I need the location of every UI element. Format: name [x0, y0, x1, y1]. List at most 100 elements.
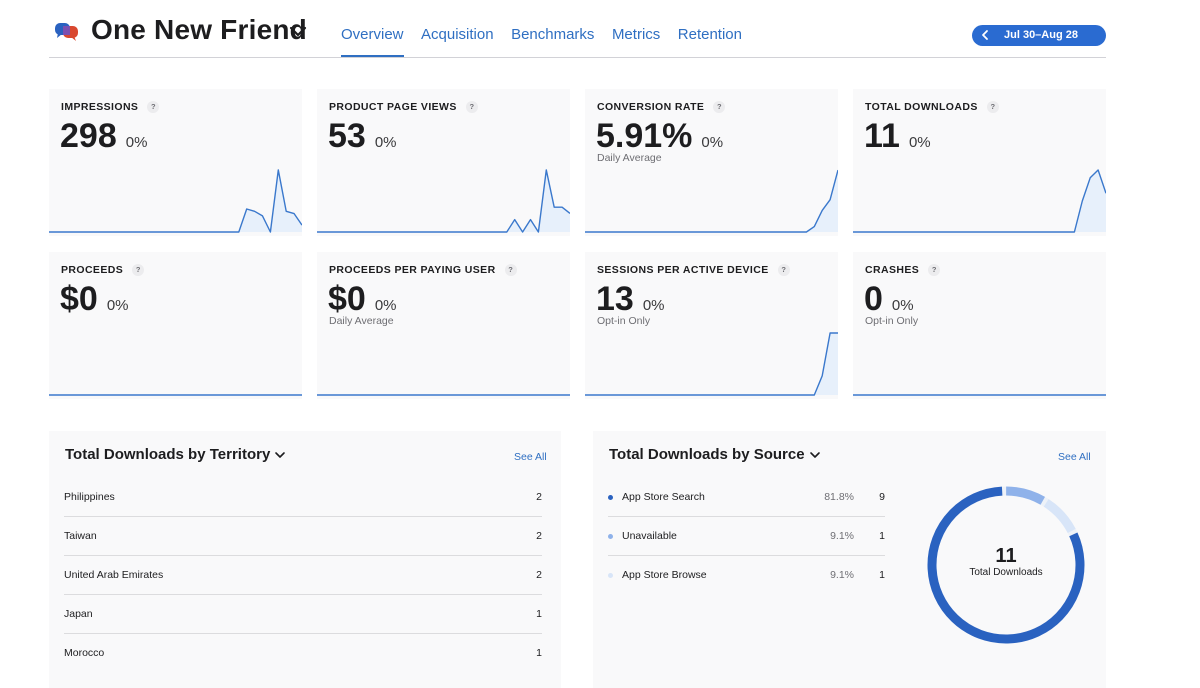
- table-row[interactable]: Philippines 2: [64, 478, 542, 517]
- source-percent: 9.1%: [830, 530, 854, 542]
- trend-chart: [585, 332, 838, 396]
- trend-chart: [49, 169, 302, 233]
- metric-card-sessions-per-active-device[interactable]: SESSIONS PER ACTIVE DEVICE? 13 0% Opt-in …: [585, 252, 838, 399]
- table-row[interactable]: United Arab Emirates 2: [64, 556, 542, 595]
- question-mark-icon[interactable]: ?: [713, 101, 726, 113]
- metric-value: 53: [328, 117, 366, 155]
- source-see-all-link[interactable]: See All: [1058, 451, 1091, 463]
- table-row[interactable]: Taiwan 2: [64, 517, 542, 556]
- trend-area: [585, 170, 838, 232]
- metric-sub: Opt-in Only: [597, 315, 651, 327]
- metric-label: TOTAL DOWNLOADS: [865, 101, 978, 113]
- tab-metrics[interactable]: Metrics: [611, 26, 661, 43]
- tab-acquisition[interactable]: Acquisition: [421, 26, 494, 43]
- legend-dot: [608, 534, 613, 539]
- tab-overview[interactable]: Overview: [341, 26, 404, 57]
- source-name: Unavailable: [622, 530, 677, 542]
- metric-sub: Daily Average: [329, 315, 394, 327]
- source-percent: 9.1%: [830, 569, 854, 581]
- trend-line: [853, 169, 1106, 233]
- trend-chart: [853, 394, 1106, 396]
- legend-dot: [608, 495, 613, 500]
- metric-card-conversion-rate[interactable]: CONVERSION RATE? 5.91% 0% Daily Average: [585, 89, 838, 236]
- metric-card-total-downloads[interactable]: TOTAL DOWNLOADS? 11 0%: [853, 89, 1106, 236]
- legend-dot: [608, 573, 613, 578]
- territory-name: Taiwan: [64, 530, 97, 542]
- metric-value: 13: [596, 280, 634, 318]
- trend-area: [317, 170, 570, 232]
- metric-change: 0%: [701, 134, 724, 151]
- tab-retention[interactable]: Retention: [677, 26, 742, 43]
- metric-change: 0%: [642, 297, 665, 314]
- chevron-down-icon[interactable]: [289, 24, 307, 38]
- table-row[interactable]: Japan 1: [64, 595, 542, 634]
- date-range-label: Jul 30–Aug 28: [1004, 29, 1078, 41]
- metric-change: 0%: [374, 297, 397, 314]
- question-mark-icon[interactable]: ?: [928, 264, 941, 276]
- source-panel: Total Downloads by Source See All App St…: [593, 431, 1106, 688]
- donut-center: 11 Total Downloads: [925, 545, 1087, 579]
- chevron-down-icon[interactable]: [274, 450, 286, 460]
- metric-label: PROCEEDS: [61, 264, 124, 276]
- metric-sub: Opt-in Only: [865, 315, 919, 327]
- metric-value: 0: [864, 280, 883, 318]
- territory-panel-title[interactable]: Total Downloads by Territory: [65, 446, 286, 463]
- metric-label: IMPRESSIONS: [61, 101, 139, 113]
- donut-chart: [927, 486, 1085, 644]
- territory-value: 2: [536, 491, 542, 503]
- question-mark-icon[interactable]: ?: [986, 101, 999, 113]
- table-row[interactable]: Morocco 1: [64, 634, 542, 673]
- source-title-text: Total Downloads by Source: [609, 446, 805, 463]
- list-item[interactable]: Unavailable 9.1% 1: [608, 517, 885, 556]
- chevron-left-icon[interactable]: [981, 29, 989, 41]
- metric-card-proceeds[interactable]: PROCEEDS? $0 0%: [49, 252, 302, 399]
- territory-see-all-link[interactable]: See All: [514, 451, 547, 463]
- tab-bar: Overview Acquisition Benchmarks Metrics …: [341, 26, 760, 58]
- chevron-down-icon[interactable]: [809, 450, 821, 460]
- source-name: App Store Browse: [622, 569, 707, 581]
- trend-line: [317, 169, 570, 233]
- source-panel-title[interactable]: Total Downloads by Source: [609, 446, 821, 463]
- question-mark-icon[interactable]: ?: [777, 264, 790, 276]
- date-range-picker[interactable]: Jul 30–Aug 28: [972, 25, 1106, 46]
- metric-sub: Daily Average: [597, 152, 662, 164]
- metric-label: CRASHES: [865, 264, 920, 276]
- metric-label: PRODUCT PAGE VIEWS: [329, 101, 457, 113]
- header: One New Friend Overview Acquisition Benc…: [49, 0, 1106, 58]
- metric-change: 0%: [374, 134, 397, 151]
- question-mark-icon[interactable]: ?: [465, 101, 478, 113]
- trend-chart: [317, 169, 570, 233]
- source-value: 1: [879, 569, 885, 581]
- tab-benchmarks[interactable]: Benchmarks: [511, 26, 595, 43]
- territory-name: Japan: [64, 608, 93, 620]
- metric-label: CONVERSION RATE: [597, 101, 705, 113]
- app-title[interactable]: One New Friend: [91, 14, 307, 45]
- list-item[interactable]: App Store Search 81.8% 9: [608, 478, 885, 517]
- metric-value: 298: [60, 117, 117, 155]
- metric-card-proceeds-per-paying-user[interactable]: PROCEEDS PER PAYING USER? $0 0% Daily Ave…: [317, 252, 570, 399]
- metric-value: $0: [60, 280, 98, 318]
- metric-card-product-page-views[interactable]: PRODUCT PAGE VIEWS? 53 0%: [317, 89, 570, 236]
- territory-value: 1: [536, 647, 542, 659]
- question-mark-icon[interactable]: ?: [147, 101, 160, 113]
- trend-area: [853, 170, 1106, 232]
- metric-change: 0%: [125, 134, 148, 151]
- metric-change: 0%: [908, 134, 931, 151]
- source-name: App Store Search: [622, 491, 705, 503]
- question-mark-icon[interactable]: ?: [504, 264, 517, 276]
- territory-value: 2: [536, 530, 542, 542]
- territory-panel: Total Downloads by Territory See All Phi…: [49, 431, 561, 688]
- trend-line: [585, 332, 838, 396]
- trend-line: [49, 169, 302, 233]
- donut-total: 11: [995, 545, 1017, 567]
- territory-name: United Arab Emirates: [64, 569, 164, 581]
- metric-card-crashes[interactable]: CRASHES? 0 0% Opt-in Only: [853, 252, 1106, 399]
- metric-card-impressions[interactable]: IMPRESSIONS? 298 0%: [49, 89, 302, 236]
- trend-line: [585, 169, 838, 233]
- list-item[interactable]: App Store Browse 9.1% 1: [608, 556, 885, 595]
- trend-chart: [49, 394, 302, 396]
- question-mark-icon[interactable]: ?: [132, 264, 145, 276]
- territory-value: 1: [536, 608, 542, 620]
- source-value: 1: [879, 530, 885, 542]
- trend-chart: [853, 169, 1106, 233]
